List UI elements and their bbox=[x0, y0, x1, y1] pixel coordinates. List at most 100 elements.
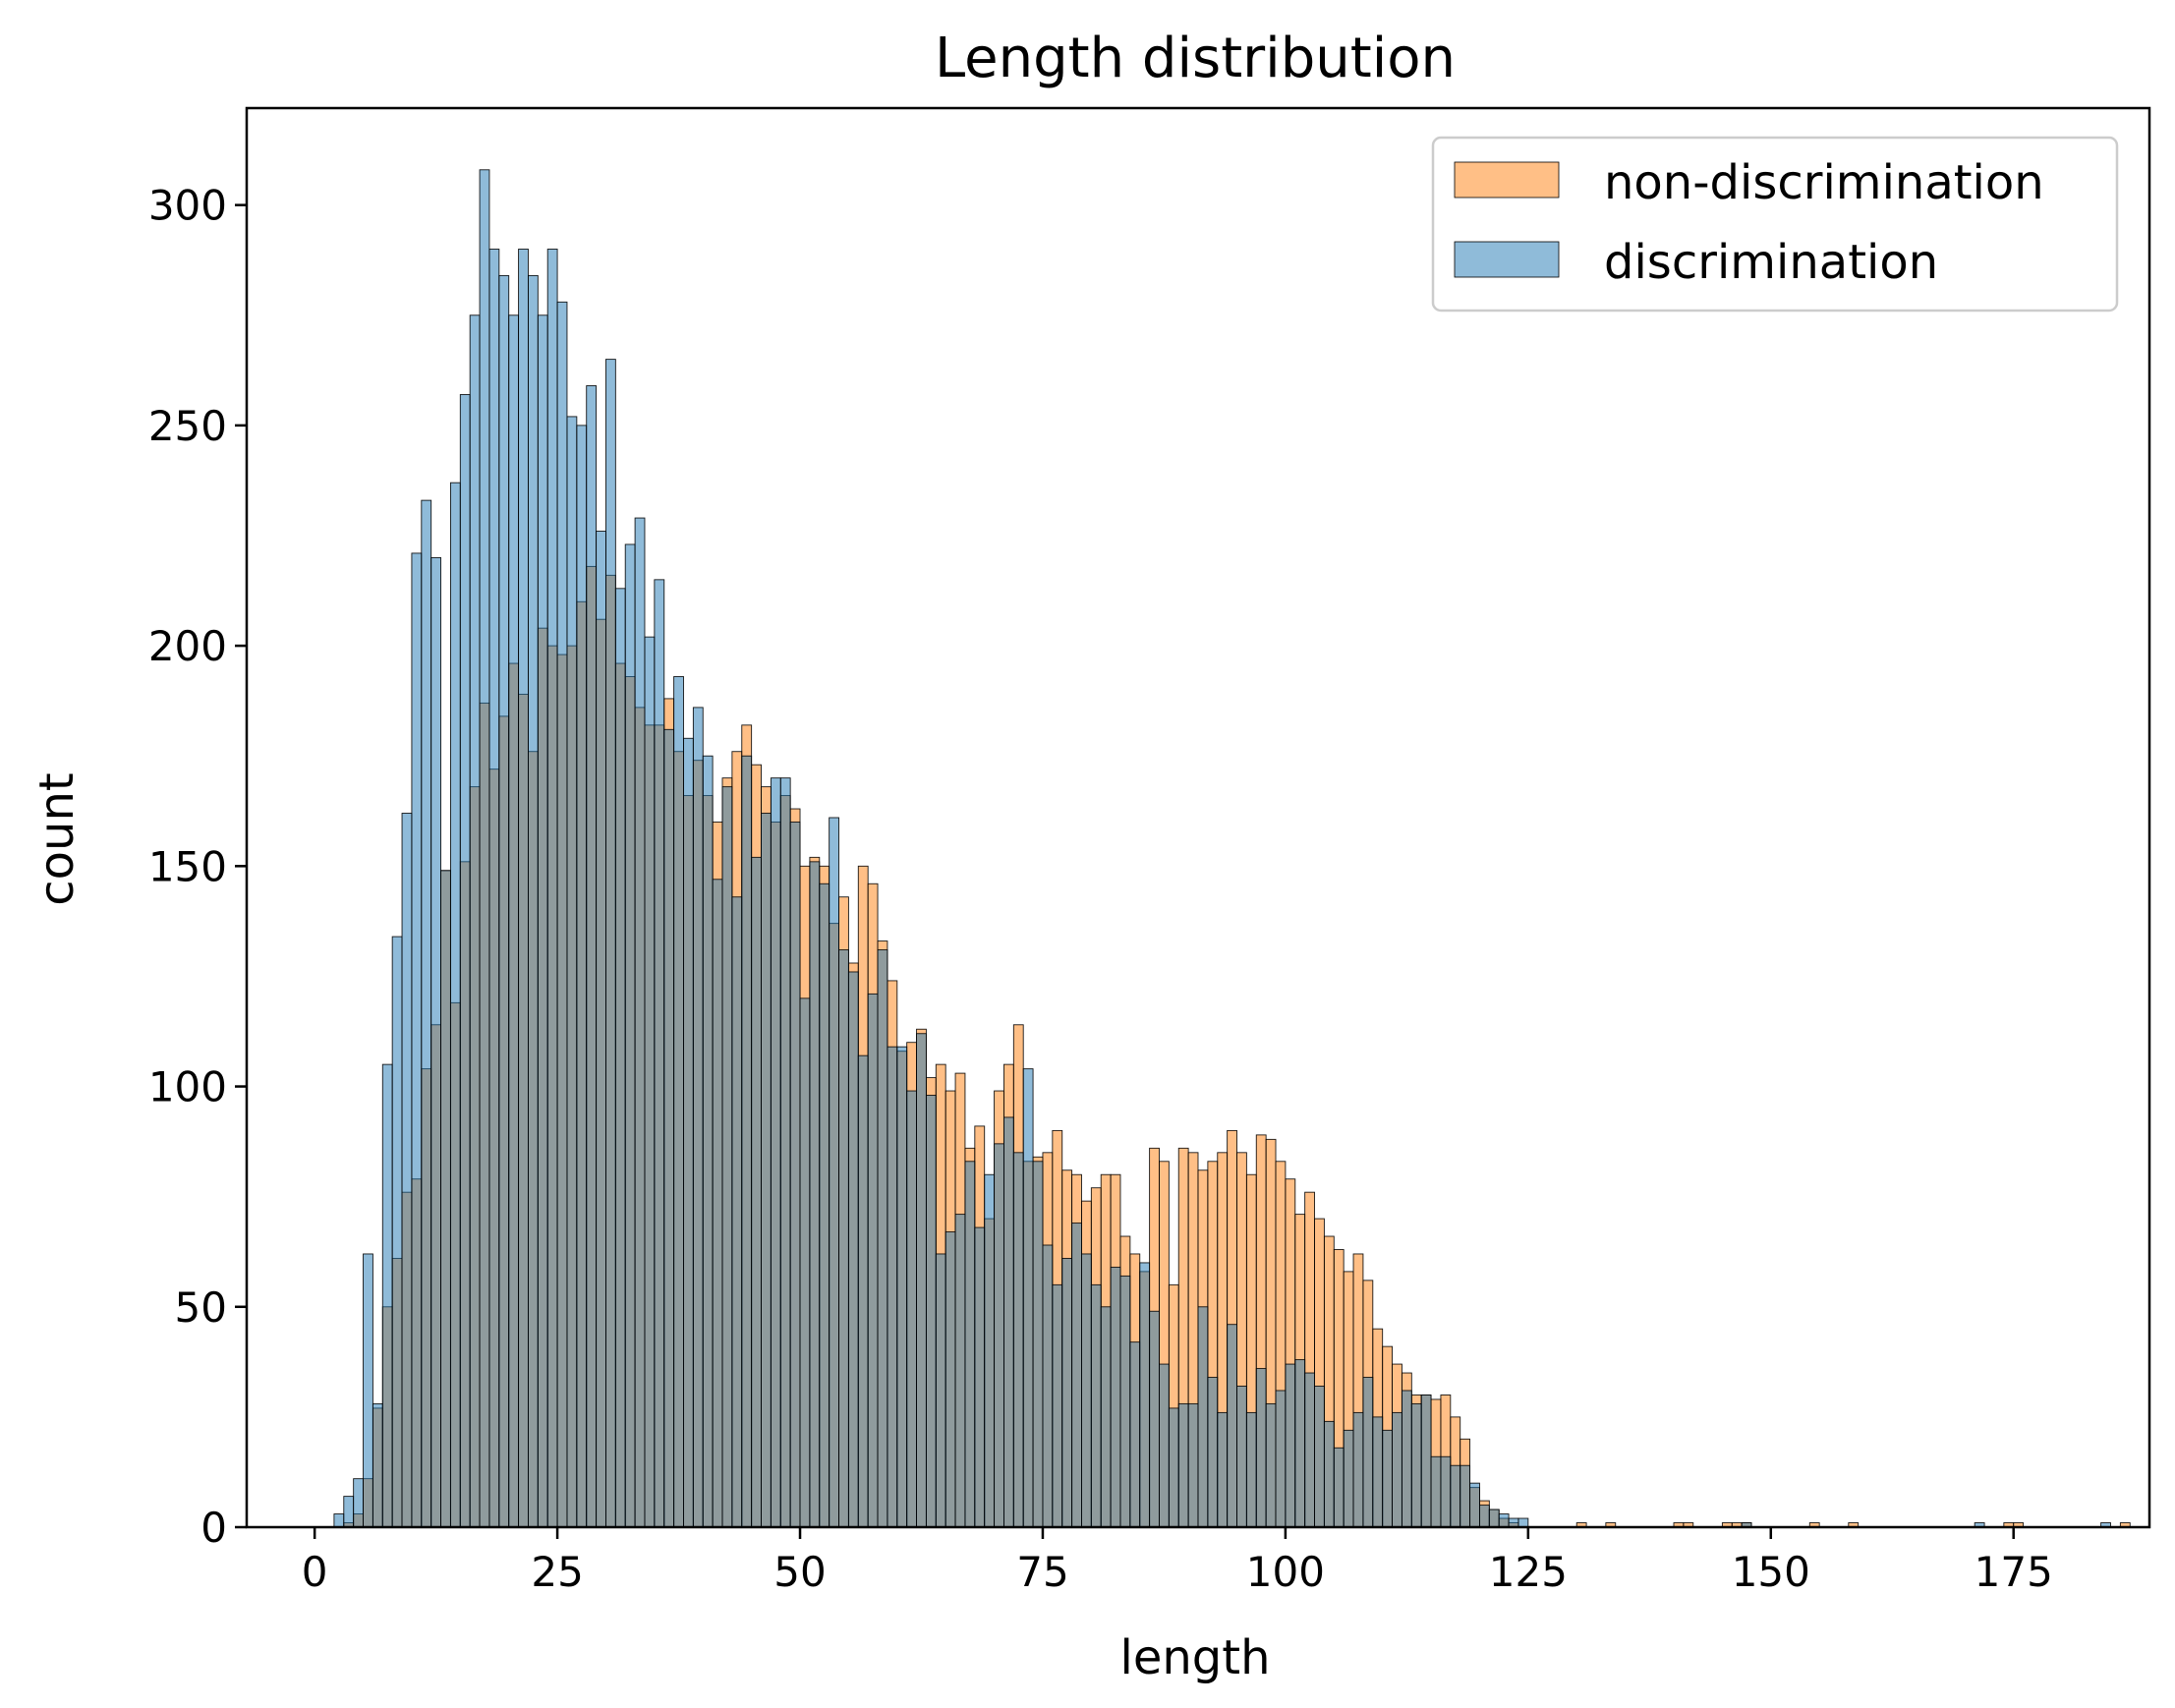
bar-discrimination-85 bbox=[1139, 1262, 1151, 1528]
plot-area-frame bbox=[245, 106, 2151, 1529]
bar-discrimination-73 bbox=[1022, 1068, 1034, 1528]
y-tick-label-150: 150 bbox=[148, 842, 227, 890]
bar-discrimination-23 bbox=[537, 314, 548, 1528]
series-discrimination-bars bbox=[333, 169, 2111, 1528]
bar-discrimination-12 bbox=[430, 556, 442, 1528]
bar-discrimination-112 bbox=[1401, 1390, 1412, 1528]
bar-discrimination-54 bbox=[838, 949, 849, 1528]
bar-discrimination-105 bbox=[1333, 1447, 1345, 1528]
chart-legend: non-discrimination discrimination bbox=[1431, 136, 2119, 313]
bar-discrimination-104 bbox=[1323, 1420, 1335, 1528]
bar-discrimination-89 bbox=[1177, 1402, 1189, 1528]
bar-discrimination-83 bbox=[1119, 1275, 1131, 1528]
x-axis-ticks: 0 25 50 75 100 125 150 175 bbox=[302, 1527, 2053, 1596]
bar-discrimination-100 bbox=[1285, 1363, 1296, 1528]
bar-discrimination-113 bbox=[1410, 1402, 1422, 1528]
y-tick-label-50: 50 bbox=[175, 1283, 227, 1332]
bar-discrimination-111 bbox=[1392, 1411, 1402, 1528]
bar-discrimination-47 bbox=[770, 777, 781, 1528]
bar-discrimination-22 bbox=[528, 274, 539, 1528]
bar-discrimination-118 bbox=[1460, 1464, 1471, 1528]
bar-discrimination-67 bbox=[964, 1161, 976, 1528]
bar-discrimination-101 bbox=[1294, 1359, 1306, 1528]
chart-title: Length distribution bbox=[935, 27, 1456, 90]
x-tick-label-0: 0 bbox=[302, 1548, 328, 1596]
bar-discrimination-11 bbox=[421, 499, 432, 1528]
bar-discrimination-26 bbox=[566, 416, 578, 1528]
x-tick-label-125: 125 bbox=[1489, 1548, 1568, 1596]
y-tick-label-100: 100 bbox=[148, 1063, 227, 1111]
bar-discrimination-93 bbox=[1217, 1411, 1229, 1528]
y-axis-ticks: 0 50 100 150 200 250 300 bbox=[148, 182, 247, 1552]
bar-discrimination-42 bbox=[721, 786, 733, 1528]
bar-discrimination-106 bbox=[1343, 1429, 1354, 1528]
bar-discrimination-65 bbox=[944, 1231, 956, 1528]
bar-discrimination-55 bbox=[847, 971, 859, 1528]
bar-discrimination-61 bbox=[906, 1090, 917, 1528]
legend-frame bbox=[1431, 136, 2119, 313]
bar-discrimination-56 bbox=[857, 1054, 869, 1528]
bar-discrimination-44 bbox=[741, 755, 753, 1528]
x-tick-label-50: 50 bbox=[773, 1548, 826, 1596]
bar-discrimination-96 bbox=[1245, 1411, 1257, 1528]
bar-discrimination-50 bbox=[799, 997, 811, 1528]
legend-label-discrimination: discrimination bbox=[1604, 235, 1938, 290]
bar-discrimination-38 bbox=[683, 737, 694, 1528]
bar-discrimination-32 bbox=[624, 543, 636, 1528]
bar-discrimination-4 bbox=[353, 1478, 364, 1528]
bar-discrimination-60 bbox=[896, 1046, 908, 1528]
bar-discrimination-9 bbox=[401, 813, 413, 1528]
bar-discrimination-18 bbox=[488, 249, 500, 1528]
bar-discrimination-34 bbox=[644, 636, 656, 1528]
y-tick-label-250: 250 bbox=[148, 402, 227, 450]
bar-discrimination-19 bbox=[498, 274, 510, 1528]
x-axis-label: length bbox=[1120, 1630, 1271, 1685]
bar-discrimination-24 bbox=[546, 249, 558, 1528]
bar-discrimination-102 bbox=[1304, 1372, 1315, 1528]
bar-discrimination-62 bbox=[916, 1033, 927, 1528]
bar-discrimination-70 bbox=[994, 1143, 1004, 1528]
bar-discrimination-98 bbox=[1265, 1402, 1277, 1528]
bar-discrimination-21 bbox=[518, 249, 529, 1528]
bar-discrimination-77 bbox=[1061, 1257, 1073, 1528]
bar-discrimination-25 bbox=[556, 301, 568, 1528]
bar-discrimination-72 bbox=[1012, 1152, 1024, 1528]
bar-discrimination-84 bbox=[1129, 1341, 1141, 1528]
bar-discrimination-120 bbox=[1478, 1505, 1490, 1528]
bar-discrimination-114 bbox=[1420, 1395, 1432, 1528]
y-axis-label: count bbox=[29, 772, 85, 905]
bar-discrimination-82 bbox=[1110, 1266, 1121, 1528]
bar-discrimination-117 bbox=[1450, 1464, 1461, 1528]
bar-discrimination-79 bbox=[1081, 1253, 1092, 1528]
bar-discrimination-75 bbox=[1042, 1244, 1054, 1528]
bar-discrimination-97 bbox=[1255, 1368, 1267, 1528]
bar-discrimination-3 bbox=[343, 1496, 355, 1528]
bar-discrimination-7 bbox=[381, 1063, 393, 1528]
bar-discrimination-109 bbox=[1372, 1416, 1384, 1528]
bar-discrimination-122 bbox=[1498, 1513, 1510, 1528]
bar-discrimination-53 bbox=[829, 817, 839, 1528]
bar-discrimination-43 bbox=[731, 896, 743, 1528]
bar-discrimination-107 bbox=[1352, 1411, 1364, 1528]
bar-discrimination-48 bbox=[779, 777, 791, 1528]
bar-discrimination-59 bbox=[887, 1046, 898, 1528]
bar-discrimination-20 bbox=[508, 314, 520, 1528]
y-tick-label-200: 200 bbox=[148, 622, 227, 670]
bar-discrimination-76 bbox=[1052, 1283, 1063, 1528]
x-tick-label-25: 25 bbox=[531, 1548, 583, 1596]
bar-discrimination-68 bbox=[974, 1226, 986, 1528]
bar-discrimination-88 bbox=[1168, 1407, 1179, 1528]
bar-discrimination-78 bbox=[1071, 1223, 1082, 1528]
x-tick-label-75: 75 bbox=[1016, 1548, 1068, 1596]
bar-discrimination-36 bbox=[663, 728, 675, 1528]
bar-discrimination-58 bbox=[877, 949, 888, 1528]
bar-discrimination-28 bbox=[586, 385, 598, 1528]
x-tick-label-150: 150 bbox=[1732, 1548, 1810, 1596]
bar-discrimination-110 bbox=[1382, 1429, 1394, 1528]
bar-discrimination-66 bbox=[954, 1214, 966, 1528]
bar-discrimination-37 bbox=[673, 676, 684, 1528]
bar-discrimination-17 bbox=[479, 169, 490, 1528]
legend-label-non-discrimination: non-discrimination bbox=[1604, 155, 2044, 210]
bar-discrimination-94 bbox=[1227, 1324, 1237, 1528]
